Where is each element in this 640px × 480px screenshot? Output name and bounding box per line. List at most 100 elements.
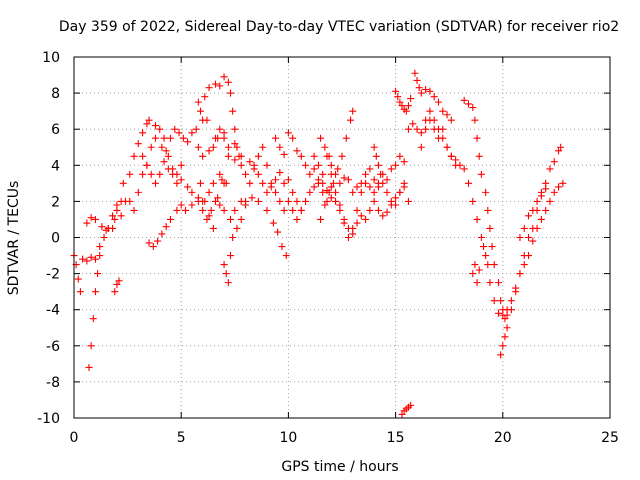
data-point bbox=[460, 96, 468, 104]
data-point bbox=[507, 306, 515, 314]
data-point bbox=[237, 215, 245, 223]
data-point bbox=[473, 134, 481, 142]
data-point bbox=[484, 206, 492, 214]
data-point bbox=[344, 234, 352, 241]
data-point bbox=[227, 89, 235, 97]
data-point bbox=[119, 179, 127, 187]
data-point bbox=[392, 87, 400, 95]
y-tick-label: 4 bbox=[51, 158, 60, 174]
data-point bbox=[85, 363, 93, 371]
data-point bbox=[100, 234, 108, 241]
data-point bbox=[229, 234, 237, 241]
data-point bbox=[117, 212, 125, 220]
x-tick-label: 15 bbox=[387, 430, 405, 446]
data-point bbox=[321, 201, 329, 209]
data-point bbox=[158, 230, 166, 238]
data-point bbox=[501, 315, 509, 323]
y-tick-label: 6 bbox=[51, 122, 60, 138]
data-point bbox=[194, 98, 202, 106]
data-point bbox=[357, 212, 365, 220]
data-point bbox=[96, 252, 104, 260]
data-point bbox=[434, 98, 442, 106]
data-point bbox=[512, 288, 520, 296]
data-point bbox=[237, 161, 245, 169]
data-point bbox=[289, 206, 297, 214]
data-point bbox=[317, 215, 325, 223]
data-point bbox=[151, 122, 159, 130]
data-point bbox=[329, 179, 337, 187]
data-point bbox=[439, 107, 447, 115]
data-point bbox=[160, 158, 168, 166]
data-point bbox=[516, 270, 524, 278]
data-point bbox=[151, 134, 159, 142]
data-point bbox=[139, 129, 147, 137]
data-point bbox=[477, 234, 485, 241]
y-tick-label: -2 bbox=[46, 267, 60, 283]
data-point bbox=[426, 116, 434, 124]
data-point bbox=[267, 183, 275, 191]
data-point bbox=[222, 179, 230, 187]
data-point bbox=[276, 143, 284, 151]
data-point bbox=[426, 87, 434, 95]
data-point bbox=[520, 224, 528, 232]
data-point bbox=[79, 255, 87, 263]
data-point bbox=[227, 252, 235, 260]
data-point bbox=[349, 224, 357, 232]
data-point bbox=[229, 107, 237, 115]
data-point bbox=[452, 161, 460, 169]
data-point bbox=[447, 152, 455, 160]
data-point bbox=[147, 170, 155, 178]
data-point bbox=[490, 297, 498, 305]
data-point bbox=[473, 279, 481, 287]
data-point bbox=[263, 188, 271, 196]
data-point bbox=[402, 107, 410, 115]
data-point bbox=[263, 206, 271, 214]
data-point bbox=[495, 279, 503, 287]
data-point bbox=[259, 143, 267, 151]
data-point bbox=[276, 197, 284, 205]
data-point bbox=[199, 206, 207, 214]
data-point bbox=[177, 176, 185, 184]
data-point bbox=[302, 197, 310, 205]
data-point bbox=[374, 161, 382, 169]
data-point bbox=[87, 214, 95, 222]
data-point bbox=[349, 107, 357, 115]
data-point bbox=[130, 152, 138, 160]
data-point bbox=[555, 147, 563, 155]
data-point bbox=[173, 179, 181, 187]
data-point bbox=[430, 93, 438, 101]
data-point bbox=[89, 315, 97, 323]
data-point bbox=[188, 188, 196, 196]
data-point bbox=[248, 194, 256, 202]
data-point bbox=[332, 197, 340, 205]
data-point bbox=[272, 188, 280, 196]
data-point bbox=[422, 85, 430, 93]
data-point bbox=[231, 156, 239, 164]
data-point bbox=[272, 176, 280, 184]
data-point bbox=[392, 194, 400, 202]
data-point bbox=[254, 197, 262, 205]
data-point bbox=[218, 176, 226, 184]
data-point bbox=[151, 179, 159, 187]
data-point bbox=[310, 165, 318, 173]
data-point bbox=[464, 100, 472, 108]
data-point bbox=[212, 197, 220, 205]
data-point bbox=[366, 183, 374, 191]
data-point bbox=[192, 125, 200, 133]
data-point bbox=[147, 143, 155, 151]
data-point bbox=[480, 243, 488, 251]
data-point bbox=[327, 194, 335, 202]
data-point bbox=[302, 161, 310, 169]
data-point bbox=[417, 89, 425, 97]
data-point bbox=[269, 219, 277, 227]
data-point bbox=[396, 98, 404, 106]
data-point bbox=[201, 197, 209, 205]
data-point bbox=[220, 261, 228, 269]
data-point bbox=[91, 215, 99, 223]
data-point bbox=[529, 237, 537, 245]
data-point bbox=[482, 188, 490, 196]
data-point bbox=[289, 134, 297, 142]
data-point bbox=[74, 275, 82, 283]
data-point bbox=[216, 125, 224, 133]
data-point bbox=[111, 288, 119, 296]
